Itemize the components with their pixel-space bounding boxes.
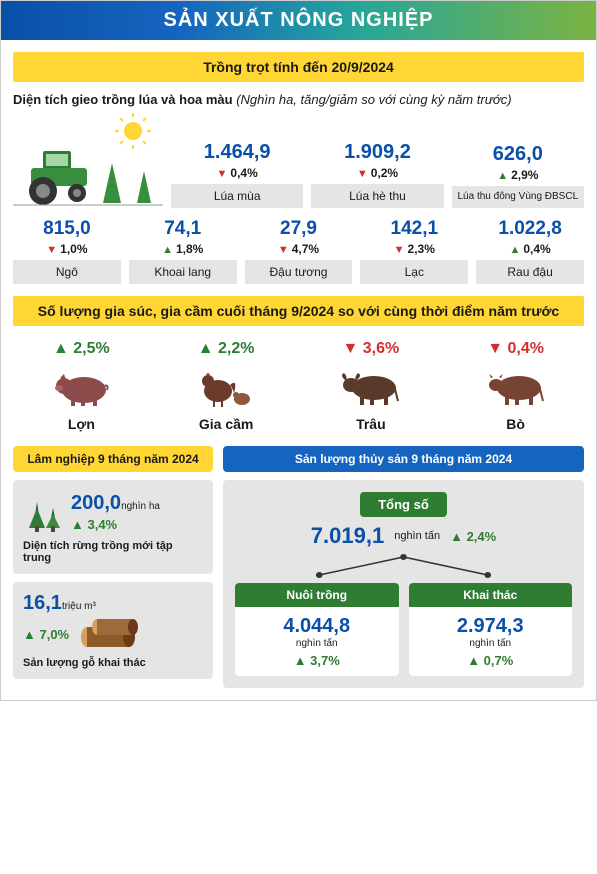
section1-subtitle: Diện tích gieo trồng lúa và hoa màu (Ngh… bbox=[13, 82, 584, 113]
fishery-box: Tổng số 7.019,1nghìn tấn▲ 2,4% Nuôi trồn… bbox=[223, 480, 584, 688]
main-header: SẢN XUẤT NÔNG NGHIỆP bbox=[1, 1, 596, 40]
fishery-tab: Sản lượng thủy sản 9 tháng năm 2024 bbox=[223, 446, 584, 472]
crop-dau-tuong: 27,9▼4,7%Đậu tương bbox=[245, 218, 353, 284]
fish-nuoi-trong: Nuôi trồng 4.044,8nghìn tấn▲ 3,7% bbox=[235, 583, 399, 676]
crop-lua-mua: 1.464,9 ▼0,4% Lúa mùa bbox=[171, 141, 303, 208]
crop-lac: 142,1▼2,3%Lạc bbox=[360, 218, 468, 284]
tractor-illustration bbox=[13, 113, 163, 208]
forestry-box-1: 200,0nghìn ha▲ 3,4% Diện tích rừng trồng… bbox=[13, 480, 213, 574]
cow-icon bbox=[447, 362, 584, 412]
animal-lon: ▲ 2,5% Lợn bbox=[13, 340, 150, 432]
forestry-box-2: 16,1triệu m³ ▲ 7,0% Sản lượng gỗ khai th… bbox=[13, 582, 213, 679]
animal-gia-cam: ▲ 2,2% Gia cầm bbox=[158, 340, 295, 432]
trees-icon bbox=[23, 490, 65, 534]
crop-rau-dau: 1.022,8▲0,4%Rau đậu bbox=[476, 218, 584, 284]
livestock-band: Số lượng gia súc, gia cầm cuối tháng 9/2… bbox=[13, 296, 584, 326]
animal-trau: ▼ 3,6% Trâu bbox=[303, 340, 440, 432]
animal-bo: ▼ 0,4% Bò bbox=[447, 340, 584, 432]
section1-band: Trồng trọt tính đến 20/9/2024 bbox=[13, 52, 584, 82]
crop-lua-he-thu: 1.909,2 ▼0,2% Lúa hè thu bbox=[311, 141, 443, 208]
fish-total-pill: Tổng số bbox=[360, 492, 447, 517]
buffalo-icon bbox=[303, 362, 440, 412]
fish-khai-thac: Khai thác 2.974,3nghìn tấn▲ 0,7% bbox=[409, 583, 573, 676]
crop-lua-thu-dong: 626,0 ▲2,9% Lúa thu đông Vùng ĐBSCL bbox=[452, 143, 584, 208]
logs-icon bbox=[75, 615, 145, 651]
pig-icon bbox=[13, 362, 150, 412]
crop-khoai-lang: 74,1▲1,8%Khoai lang bbox=[129, 218, 237, 284]
poultry-icon bbox=[158, 362, 295, 412]
forestry-tab: Lâm nghiệp 9 tháng năm 2024 bbox=[13, 446, 213, 472]
crop-ngo: 815,0▼1,0%Ngô bbox=[13, 218, 121, 284]
